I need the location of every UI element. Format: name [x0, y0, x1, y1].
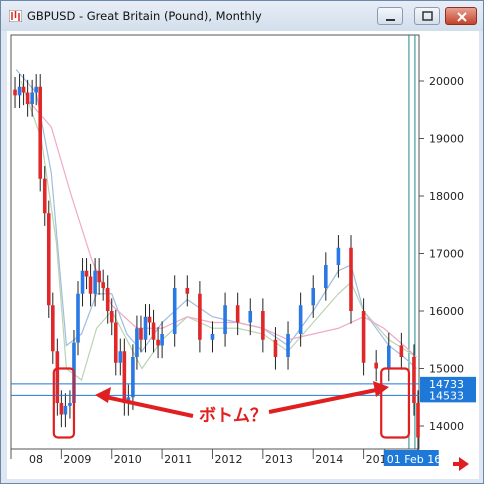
minimize-icon [386, 19, 395, 21]
scroll-right-icon [453, 457, 469, 471]
candle-body [101, 282, 105, 288]
candle-body [210, 334, 215, 340]
bottom-highlight-box [380, 367, 411, 439]
annotation-arrow-right [268, 387, 382, 414]
candle-body [93, 270, 97, 294]
y-tick-label: 19000 [429, 133, 464, 146]
candle-body [46, 213, 51, 306]
candle-body [336, 247, 341, 265]
candle-body [198, 293, 202, 340]
candle-body [139, 328, 143, 340]
candle-body [151, 322, 156, 340]
maximize-button[interactable] [414, 7, 440, 25]
candle-body [38, 86, 43, 179]
candle-body [13, 89, 17, 96]
y-tick-label: 16000 [429, 305, 464, 318]
y-tick-label: 14000 [429, 420, 464, 433]
maximize-icon [422, 11, 433, 21]
candle-body [286, 334, 290, 357]
bottom-highlight-box [52, 367, 76, 439]
y-tick-label: 20000 [429, 75, 464, 88]
x-tick-label: 2010 [114, 453, 142, 466]
candle-body [25, 92, 30, 104]
x-tick-label: 2012 [214, 453, 242, 466]
candle-body [311, 288, 316, 306]
candle-body [399, 345, 404, 357]
candle-body [298, 305, 303, 334]
candle-body [160, 334, 164, 346]
candle-body [76, 293, 80, 343]
candle-body [113, 322, 118, 363]
candle-body [55, 351, 60, 403]
x-tick-label: 2011 [164, 453, 192, 466]
candle-body [156, 339, 160, 346]
annotation-label: ボトム？ [199, 406, 267, 426]
close-button[interactable] [445, 7, 477, 25]
candle-body [374, 362, 378, 369]
chart-app-icon [9, 10, 22, 22]
candle-body [42, 178, 47, 214]
candles-group [13, 74, 420, 451]
candle-body [131, 357, 135, 398]
candle-body [88, 276, 93, 294]
candle-body [109, 311, 114, 323]
x-tick-label: 2013 [265, 453, 293, 466]
candle-body [261, 311, 265, 340]
chart-area[interactable]: 14000 15000 16000 17000 18000 19000 20000 08 200… [7, 31, 479, 479]
y-tick-label: 17000 [429, 248, 464, 261]
candle-body [235, 305, 240, 323]
candle-body [324, 265, 328, 288]
candle-body [17, 86, 22, 96]
x-tick-label: 01 Feb 16 [387, 453, 441, 466]
candle-body [68, 403, 72, 406]
candle-body [30, 92, 34, 104]
price-tag-bg [420, 388, 476, 403]
price-tag-label: 14733 [429, 378, 464, 391]
candle-body [172, 288, 177, 334]
candle-body [97, 270, 101, 283]
candle-body [21, 86, 26, 93]
candle-body [223, 305, 227, 334]
candle-body [412, 357, 416, 403]
candle-body [349, 247, 353, 311]
crosshair-date-badge [383, 450, 439, 466]
price-tag-bg [420, 376, 476, 391]
x-tick-label: 08 [29, 453, 43, 466]
candle-body [63, 405, 68, 415]
window-titlebar[interactable]: GBPUSD - Great Britain (Pound), Monthly [1, 1, 483, 31]
window-title: GBPUSD - Great Britain (Pound), Monthly [27, 9, 262, 23]
annotation-arrowhead-right [373, 381, 389, 397]
x-tick-label: 2009 [63, 453, 91, 466]
annotation-arrow-left [100, 394, 194, 418]
candle-body [122, 351, 127, 403]
minimize-button[interactable] [377, 7, 403, 25]
candle-body [135, 328, 139, 357]
price-tag-label: 14533 [429, 389, 464, 402]
candle-body [59, 403, 64, 415]
candle-body [105, 288, 110, 311]
candle-body [51, 305, 55, 352]
candle-body [118, 351, 123, 363]
candle-body [416, 403, 420, 438]
candle-body [361, 311, 366, 363]
y-tick-label: 15000 [429, 363, 464, 376]
candle-body [34, 86, 38, 93]
candle-body [248, 311, 253, 323]
candle-body [80, 270, 85, 294]
x-tick-label: 2014 [315, 453, 343, 466]
candle-body [143, 316, 148, 340]
price-chart[interactable]: 14000 15000 16000 17000 18000 19000 20000 08 200… [7, 31, 479, 479]
candle-body [84, 270, 89, 277]
candle-body [273, 339, 278, 357]
annotation-arrowhead-left [95, 387, 111, 403]
candle-body [386, 345, 391, 369]
candle-body [185, 288, 190, 294]
y-tick-label: 18000 [429, 190, 464, 203]
candle-body [147, 316, 152, 323]
close-icon [457, 12, 467, 22]
